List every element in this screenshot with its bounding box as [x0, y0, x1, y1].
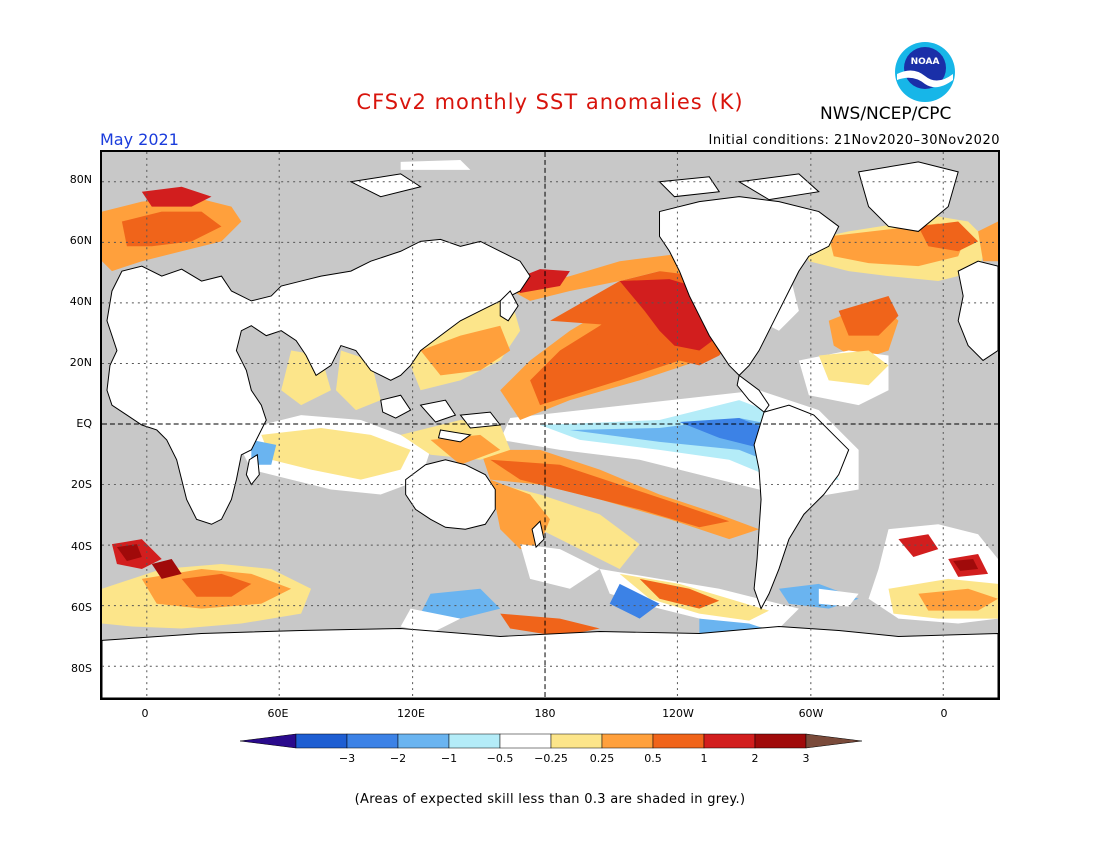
colorbar-label: 3 [802, 752, 810, 765]
colorbar-segment [754, 733, 807, 749]
colorbar-label: 2 [751, 752, 759, 765]
colorbar-label: −0.5 [486, 752, 514, 765]
colorbar-label: 0.5 [644, 752, 662, 765]
colorbar-segment [652, 733, 705, 749]
lon-label: 120E [397, 707, 425, 720]
lon-label: 0 [940, 707, 948, 720]
colorbar-max-arrow [805, 733, 862, 749]
colorbar-segment [295, 733, 348, 749]
map-canvas [102, 152, 998, 698]
lat-label: 20N [69, 356, 92, 369]
lon-label: 120W [662, 707, 694, 720]
agency-label: NWS/NCEP/CPC [820, 104, 952, 124]
graticule [102, 152, 998, 698]
lat-label: 60N [69, 234, 92, 247]
continents [102, 161, 998, 698]
colorbar-segment [346, 733, 399, 749]
lat-label: 40S [71, 540, 92, 553]
colorbar-label: −1 [440, 752, 458, 765]
lon-label: 0 [141, 707, 149, 720]
colorbar-segment [499, 733, 552, 749]
colorbar-segment [703, 733, 756, 749]
lat-label: 40N [69, 295, 92, 308]
skill-footnote: (Areas of expected skill less than 0.3 a… [354, 792, 746, 807]
lon-label: 180 [534, 707, 556, 720]
colorbar-segment [601, 733, 654, 749]
colorbar-segment [397, 733, 450, 749]
forecast-period: May 2021 [100, 130, 179, 149]
logo-text: NOAA [911, 57, 940, 67]
lat-label: 80S [71, 662, 92, 675]
lon-label: 60W [798, 707, 824, 720]
lon-label: 60E [267, 707, 289, 720]
colorbar-label: −2 [389, 752, 407, 765]
reference-lines [102, 152, 998, 698]
colorbar-label: 1 [700, 752, 708, 765]
sst-map [100, 150, 1000, 700]
colorbar-segment [550, 733, 603, 749]
lat-label: 80N [69, 173, 92, 186]
lat-label: EQ [76, 417, 92, 430]
colorbar-label: −3 [338, 752, 356, 765]
colorbar-segment [448, 733, 501, 749]
map-title: CFSv2 monthly SST anomalies (K) [356, 90, 744, 114]
colorbar-min-arrow [240, 733, 297, 749]
lat-label: 60S [71, 601, 92, 614]
colorbar-label: −0.25 [534, 752, 568, 765]
colorbar [240, 733, 862, 749]
colorbar-label: 0.25 [589, 752, 615, 765]
initial-conditions: Initial conditions: 21Nov2020–30Nov2020 [708, 133, 1000, 148]
noaa-logo: NOAA [895, 42, 955, 102]
lat-label: 20S [71, 478, 92, 491]
